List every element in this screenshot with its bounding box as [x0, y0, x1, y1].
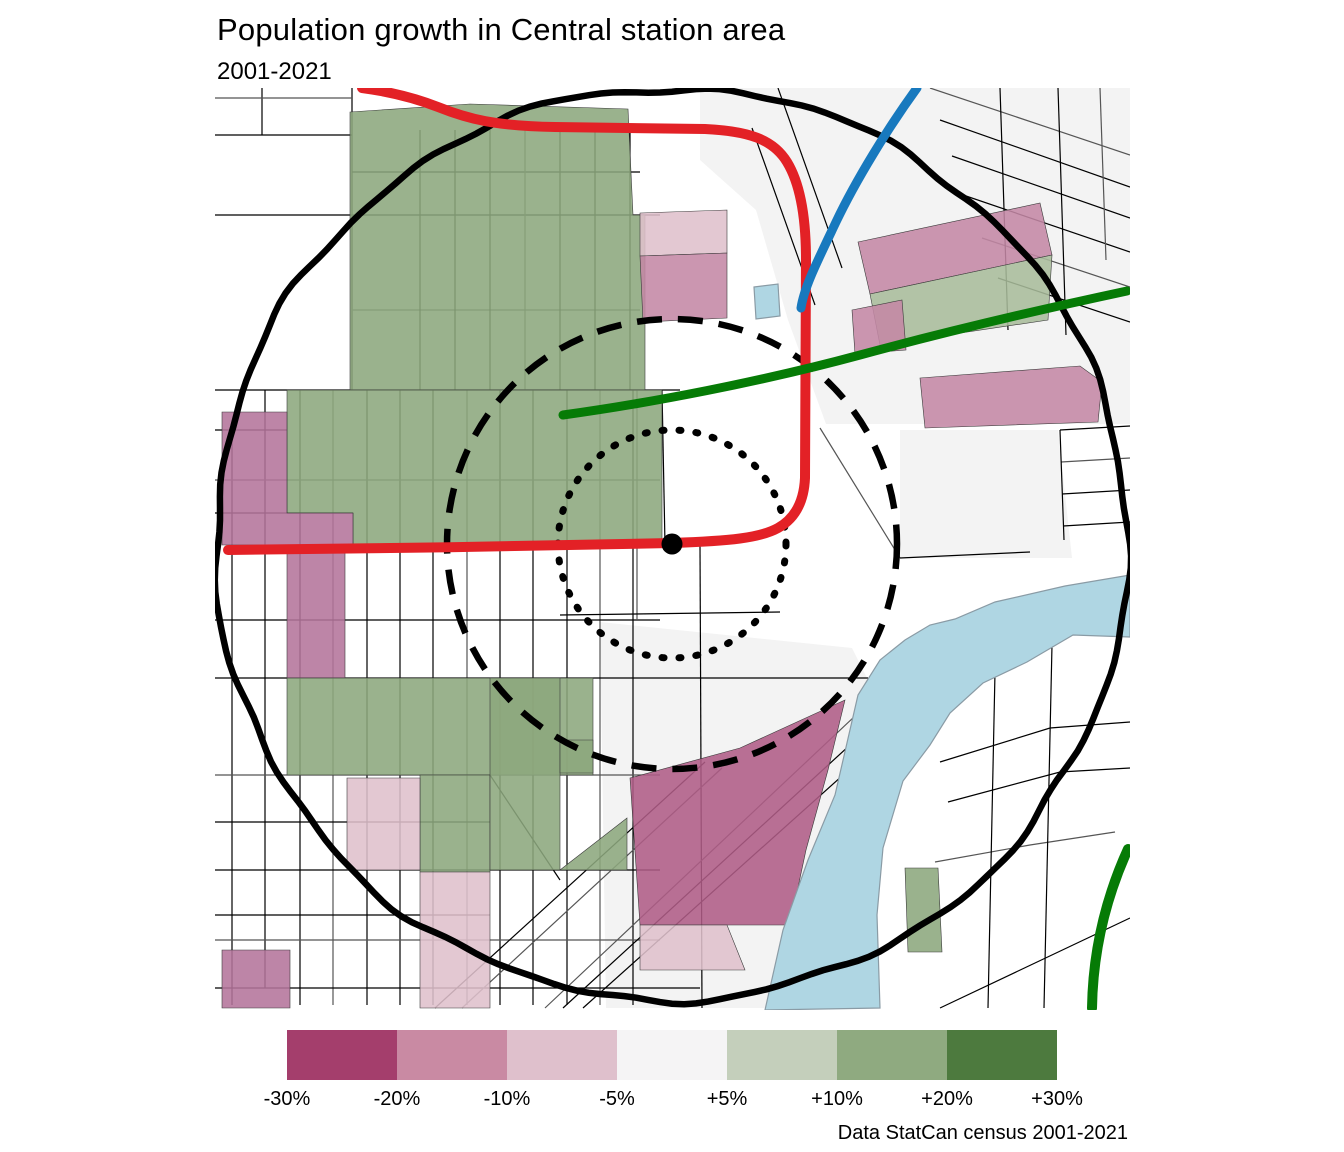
walkshed-outer-circle: [215, 88, 1130, 1008]
legend-label: -20%: [373, 1088, 421, 1110]
route-blue-line: [796, 88, 922, 313]
route-red-metro-line: [223, 88, 812, 555]
legend-label: +10%: [811, 1088, 863, 1110]
legend-label: -5%: [599, 1088, 635, 1110]
street-line: [661, 389, 666, 546]
growth-region: [639, 252, 728, 323]
growth-region: [851, 299, 907, 355]
legend-swatch: [617, 1030, 727, 1080]
legend-label: +20%: [921, 1088, 973, 1110]
street-line: [929, 88, 1130, 156]
growth-region: [221, 949, 291, 1009]
growth-region: [349, 103, 646, 391]
growth-color-legend: [287, 1030, 1057, 1080]
street-line: [939, 721, 1130, 763]
street-line: [939, 119, 1130, 188]
page-subtitle: 2001-2021: [217, 58, 332, 85]
legend-swatch: [507, 1030, 617, 1080]
street-line: [934, 831, 1116, 863]
legend-label: +5%: [706, 1088, 748, 1110]
growth-region: [221, 411, 354, 546]
data-source-caption: Data StatCan census 2001-2021: [837, 1122, 1128, 1144]
legend-label: -10%: [483, 1088, 531, 1110]
street-line: [819, 427, 901, 559]
growth-region: [346, 777, 421, 871]
route-green-line: [558, 286, 1130, 420]
river: [764, 574, 1130, 1010]
legend-label: +30%: [1031, 1088, 1083, 1110]
page-title: Population growth in Central station are…: [217, 12, 786, 47]
street-line: [1062, 521, 1130, 527]
legend-label: -30%: [263, 1088, 311, 1110]
growth-region: [286, 551, 346, 679]
street-line: [559, 611, 781, 616]
street-line: [965, 195, 1130, 253]
growth-region: [489, 677, 561, 871]
legend-tick-labels: -30% -20% -10% -5% +5% +10% +20% +30%: [0, 1088, 1344, 1114]
street-line: [1057, 88, 1067, 336]
legend-swatch: [947, 1030, 1057, 1080]
growth-region: [639, 924, 746, 971]
street-line: [987, 671, 996, 1009]
legend-swatch: [837, 1030, 947, 1080]
city-parcel-block: [900, 430, 1072, 558]
growth-region: [559, 817, 628, 871]
street-line: [951, 155, 1130, 219]
street-line: [1043, 644, 1053, 1009]
growth-region: [639, 209, 728, 257]
growth-region: [419, 774, 491, 873]
legend-swatch: [287, 1030, 397, 1080]
growth-region: [919, 365, 1103, 429]
legend-swatch: [397, 1030, 507, 1080]
central-station-point: [661, 533, 683, 555]
street-line: [1059, 429, 1065, 541]
pond: [753, 283, 781, 320]
route-green-arc: [1087, 844, 1130, 1010]
growth-region: [904, 867, 943, 953]
street-line: [1059, 425, 1130, 431]
growth-region: [559, 739, 594, 774]
street-line: [1099, 88, 1107, 261]
street-line: [899, 551, 1031, 559]
legend-swatch: [727, 1030, 837, 1080]
street-line: [947, 767, 1130, 803]
